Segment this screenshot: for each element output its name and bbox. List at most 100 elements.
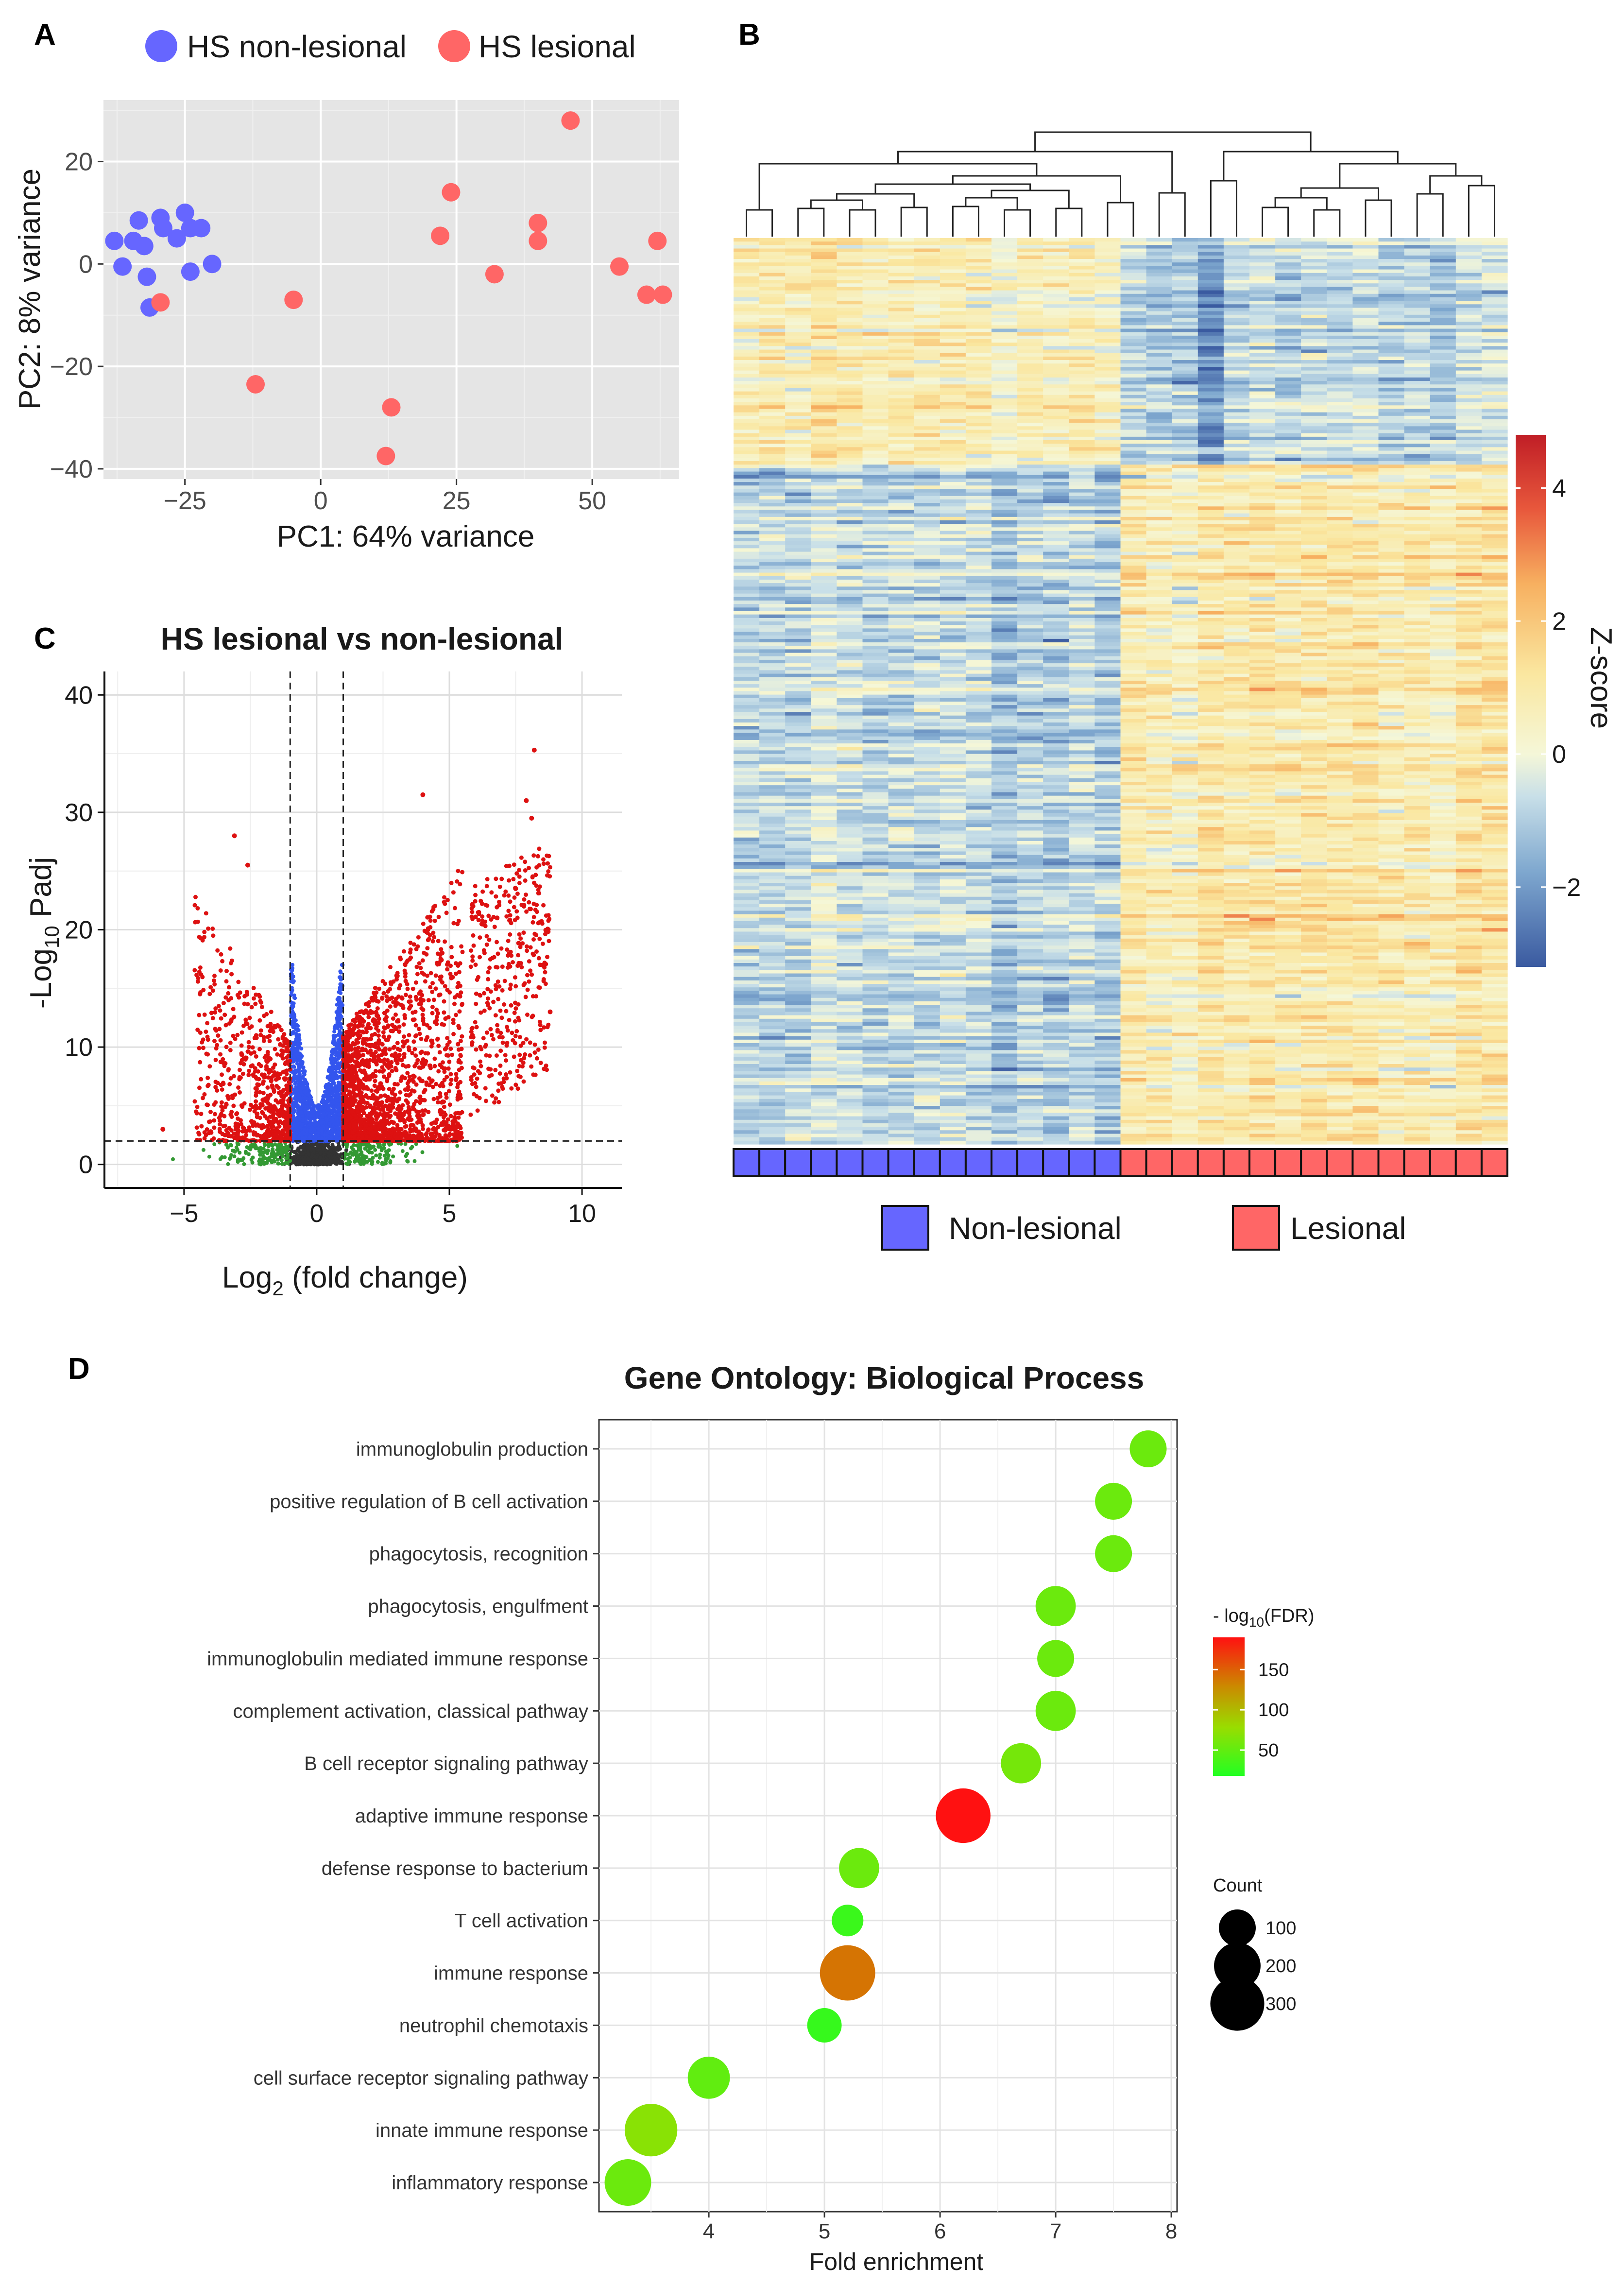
heatmap-cell: [1430, 471, 1456, 476]
heatmap-cell: [1043, 611, 1069, 615]
heatmap-cell: [965, 478, 992, 482]
heatmap-cell: [1249, 715, 1276, 720]
heatmap-cell: [1275, 304, 1301, 309]
heatmap-cell: [1301, 618, 1327, 622]
heatmap-cell: [1043, 280, 1069, 284]
heatmap-cell: [1197, 583, 1224, 587]
heatmap-cell: [862, 255, 889, 259]
heatmap-cell: [1120, 363, 1147, 367]
heatmap-cell: [965, 576, 992, 580]
heatmap-cell: [1094, 566, 1121, 570]
heatmap-cell: [940, 475, 966, 479]
heatmap-cell: [1043, 510, 1069, 514]
heatmap-cell: [991, 503, 1018, 507]
heatmap-cell: [1352, 415, 1379, 420]
heatmap-cell: [888, 248, 915, 253]
heatmap-cell: [888, 795, 915, 800]
heatmap-cell: [965, 743, 992, 747]
heatmap-cell: [1120, 729, 1147, 734]
heatmap-cell: [940, 308, 966, 312]
heatmap-cell: [1043, 360, 1069, 364]
heatmap-cell: [1404, 736, 1431, 740]
heatmap-cell: [1275, 412, 1301, 416]
heatmap-cell: [1069, 318, 1095, 322]
pca-point: [105, 231, 124, 250]
heatmap-cell: [991, 527, 1018, 532]
heatmap-cell: [862, 702, 889, 705]
heatmap-cell: [1223, 593, 1250, 598]
heatmap-cell: [759, 562, 786, 566]
heatmap-cell: [1352, 478, 1379, 482]
heatmap-cell: [1378, 673, 1405, 678]
heatmap-cell: [837, 649, 863, 653]
heatmap-cell: [1378, 398, 1405, 402]
heatmap-cell: [991, 238, 1018, 242]
heatmap-cell: [1455, 398, 1482, 402]
heatmap-cell: [1352, 475, 1379, 479]
heatmap-cell: [1352, 461, 1379, 465]
heatmap-cell: [1301, 691, 1327, 695]
heatmap-cell: [1172, 367, 1198, 371]
heatmap-cell: [1430, 566, 1456, 570]
heatmap-cell: [1249, 792, 1276, 796]
heatmap-cell: [1120, 496, 1147, 500]
heatmap-cell: [991, 760, 1018, 765]
heatmap-cell: [1455, 412, 1482, 416]
heatmap-cell: [1404, 750, 1431, 755]
heatmap-cell: [1352, 499, 1379, 503]
heatmap-cell: [1197, 597, 1224, 601]
heatmap-cell: [785, 545, 811, 549]
heatmap-cell: [1069, 656, 1095, 660]
heatmap-cell: [1404, 444, 1431, 447]
heatmap-cell: [811, 492, 837, 497]
heatmap-cell: [888, 269, 915, 274]
heatmap-cell: [914, 423, 940, 427]
heatmap-cell: [785, 590, 811, 594]
heatmap-cell: [1146, 638, 1173, 643]
heatmap-cell: [1094, 803, 1121, 807]
heatmap-cell: [1094, 722, 1121, 726]
heatmap-cell: [1378, 356, 1405, 361]
heatmap-cell: [734, 301, 760, 305]
heatmap-cell: [1327, 566, 1353, 570]
heatmap-cell: [1352, 760, 1379, 765]
heatmap-cell: [1481, 398, 1508, 402]
heatmap-cell: [1301, 444, 1327, 447]
heatmap-cell: [1043, 537, 1069, 542]
heatmap-cell: [888, 450, 915, 455]
heatmap-cell: [1197, 739, 1224, 744]
heatmap-cell: [1172, 301, 1198, 305]
heatmap-cell: [914, 601, 940, 604]
heatmap-cell: [1275, 614, 1301, 619]
heatmap-cell: [862, 771, 889, 775]
heatmap-cell: [1404, 301, 1431, 305]
heatmap-cell: [785, 440, 811, 444]
heatmap-cell: [1146, 576, 1173, 580]
heatmap-cell: [991, 468, 1018, 472]
heatmap-cell: [1146, 739, 1173, 744]
heatmap-cell: [1481, 719, 1508, 723]
heatmap-cell: [785, 719, 811, 723]
heatmap-cell: [888, 548, 915, 552]
heatmap-cell: [1455, 332, 1482, 336]
heatmap-cell: [1069, 597, 1095, 601]
heatmap-cell: [1094, 248, 1121, 253]
heatmap-cell: [1146, 283, 1173, 288]
heatmap-cell: [1017, 388, 1043, 392]
heatmap-cell: [1223, 308, 1250, 312]
heatmap-cell: [1430, 545, 1456, 549]
heatmap-cell: [1404, 395, 1431, 399]
heatmap-cell: [965, 722, 992, 726]
heatmap-cell: [837, 646, 863, 650]
heatmap-cell: [1120, 489, 1147, 493]
heatmap-cell: [1197, 625, 1224, 629]
heatmap-cell: [759, 604, 786, 608]
heatmap-cell: [1327, 304, 1353, 309]
heatmap-cell: [1378, 750, 1405, 755]
dendrogram-branch: [1223, 151, 1399, 181]
heatmap-cell: [1197, 245, 1224, 249]
heatmap-cell: [1378, 590, 1405, 594]
heatmap-cell: [785, 774, 811, 779]
heatmap-cell: [1275, 736, 1301, 740]
heatmap-cell: [759, 381, 786, 385]
